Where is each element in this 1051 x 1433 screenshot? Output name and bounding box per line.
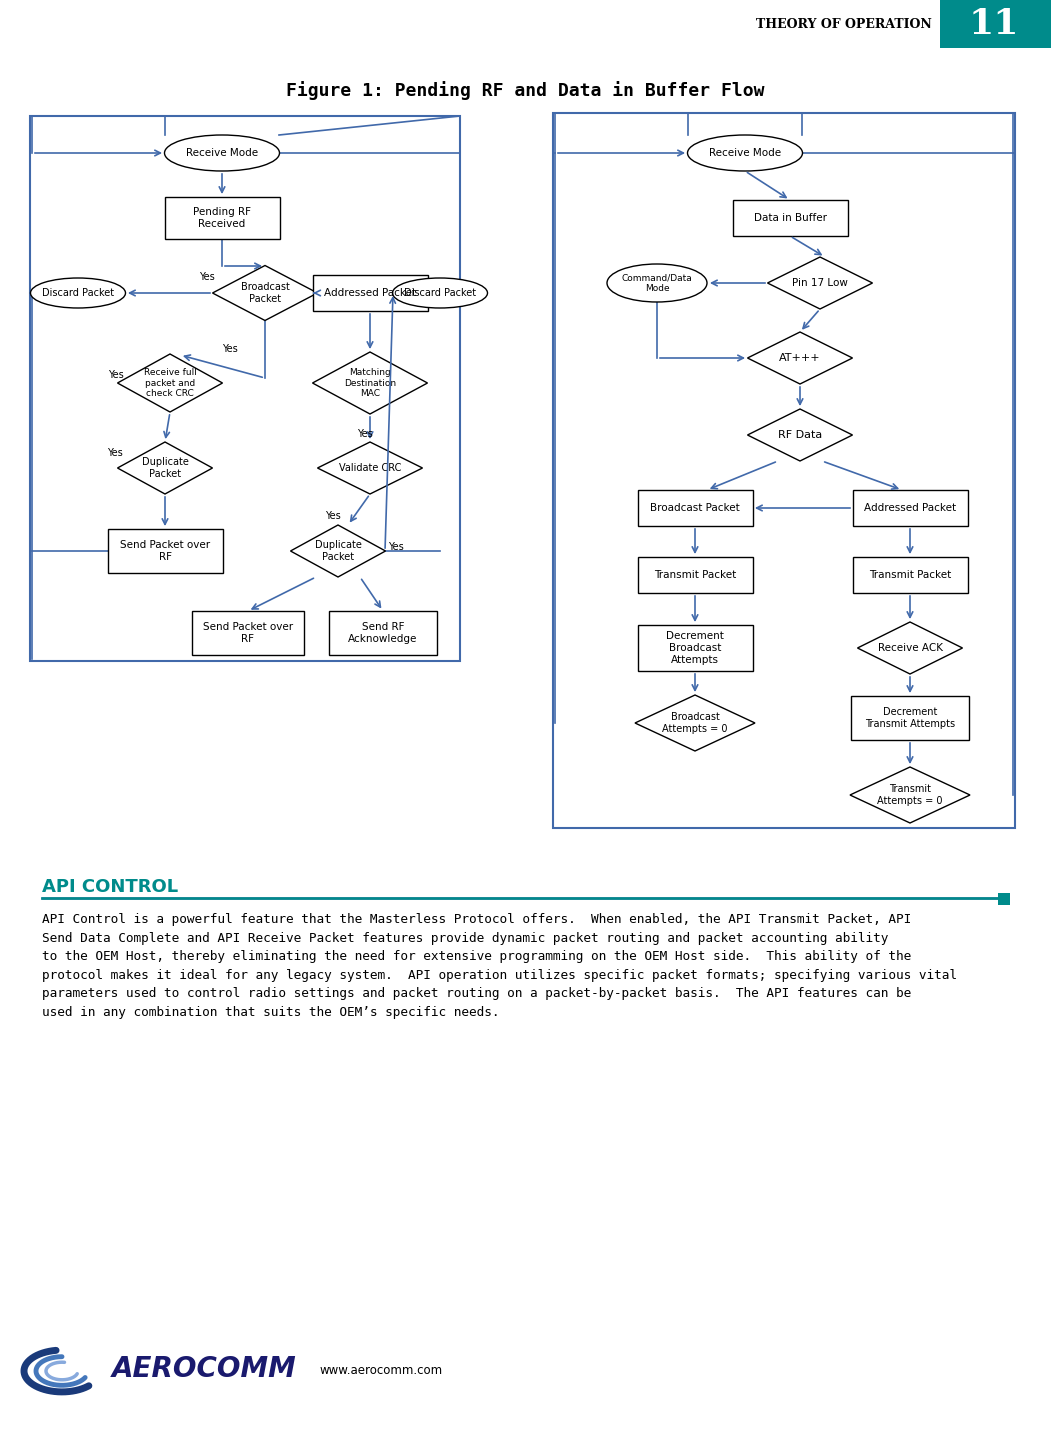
Text: Pending RF
Received: Pending RF Received [193,208,251,229]
Text: Addressed Packet: Addressed Packet [864,503,956,513]
Text: Send Packet over
RF: Send Packet over RF [203,622,293,643]
Text: Yes: Yes [199,272,214,282]
Polygon shape [118,354,223,413]
Text: Yes: Yes [222,344,238,354]
Text: Figure 1: Pending RF and Data in Buffer Flow: Figure 1: Pending RF and Data in Buffer … [286,82,764,100]
Text: Yes: Yes [388,542,404,552]
Text: Yes: Yes [325,512,341,522]
FancyBboxPatch shape [638,557,753,593]
Text: Discard Packet: Discard Packet [42,288,115,298]
Text: Send Packet over
RF: Send Packet over RF [120,540,210,562]
Text: Pin 17 Low: Pin 17 Low [792,278,848,288]
Polygon shape [290,524,386,577]
Ellipse shape [607,264,707,302]
Text: Discard Packet: Discard Packet [404,288,476,298]
FancyBboxPatch shape [329,610,437,655]
FancyBboxPatch shape [107,529,223,573]
Polygon shape [858,622,963,674]
Text: Validate CRC: Validate CRC [338,463,401,473]
Text: Transmit Packet: Transmit Packet [869,570,951,580]
Polygon shape [118,441,212,494]
Text: API CONTROL: API CONTROL [42,878,178,896]
Polygon shape [747,332,852,384]
Ellipse shape [687,135,803,171]
Text: AT+++: AT+++ [779,353,821,363]
Text: Transmit
Attempts = 0: Transmit Attempts = 0 [878,784,943,805]
Text: Matching
Destination
MAC: Matching Destination MAC [344,368,396,398]
FancyBboxPatch shape [638,490,753,526]
Text: Decrement
Broadcast
Attempts: Decrement Broadcast Attempts [666,632,724,665]
Text: Addressed Packet: Addressed Packet [324,288,416,298]
Text: Data in Buffer: Data in Buffer [754,214,826,224]
FancyBboxPatch shape [165,196,280,239]
FancyBboxPatch shape [940,0,1051,47]
FancyBboxPatch shape [312,275,428,311]
Polygon shape [747,408,852,461]
Polygon shape [317,441,423,494]
Text: AEROCOMM: AEROCOMM [112,1356,296,1383]
Text: Receive full
packet and
check CRC: Receive full packet and check CRC [144,368,197,398]
Text: Receive Mode: Receive Mode [709,148,781,158]
Text: Duplicate
Packet: Duplicate Packet [142,457,188,479]
Ellipse shape [165,135,280,171]
Text: Transmit Packet: Transmit Packet [654,570,736,580]
Text: Broadcast
Attempts = 0: Broadcast Attempts = 0 [662,712,727,734]
Text: Broadcast Packet: Broadcast Packet [651,503,740,513]
Text: Command/Data
Mode: Command/Data Mode [621,274,693,292]
Polygon shape [635,695,755,751]
FancyBboxPatch shape [852,557,968,593]
FancyBboxPatch shape [192,610,304,655]
Text: THEORY OF OPERATION: THEORY OF OPERATION [757,17,932,30]
Text: www.aerocomm.com: www.aerocomm.com [320,1364,444,1377]
Text: Decrement
Transmit Attempts: Decrement Transmit Attempts [865,708,955,729]
Polygon shape [212,265,317,321]
Ellipse shape [30,278,125,308]
FancyBboxPatch shape [638,625,753,671]
FancyBboxPatch shape [851,696,969,739]
Ellipse shape [392,278,488,308]
Text: 11: 11 [969,7,1019,42]
Text: API Control is a powerful feature that the Masterless Protocol offers.  When ena: API Control is a powerful feature that t… [42,913,957,1019]
Text: Yes: Yes [357,428,373,438]
Polygon shape [312,353,428,414]
Text: Duplicate
Packet: Duplicate Packet [314,540,362,562]
Text: Yes: Yes [108,370,124,380]
Text: Broadcast
Packet: Broadcast Packet [241,282,289,304]
Polygon shape [850,767,970,823]
FancyBboxPatch shape [852,490,968,526]
Text: Send RF
Acknowledge: Send RF Acknowledge [348,622,417,643]
FancyBboxPatch shape [733,201,847,236]
Polygon shape [767,257,872,310]
Text: RF Data: RF Data [778,430,822,440]
Text: Receive Mode: Receive Mode [186,148,259,158]
Text: Yes: Yes [107,449,123,459]
FancyBboxPatch shape [998,893,1010,906]
Text: Receive ACK: Receive ACK [878,643,943,653]
